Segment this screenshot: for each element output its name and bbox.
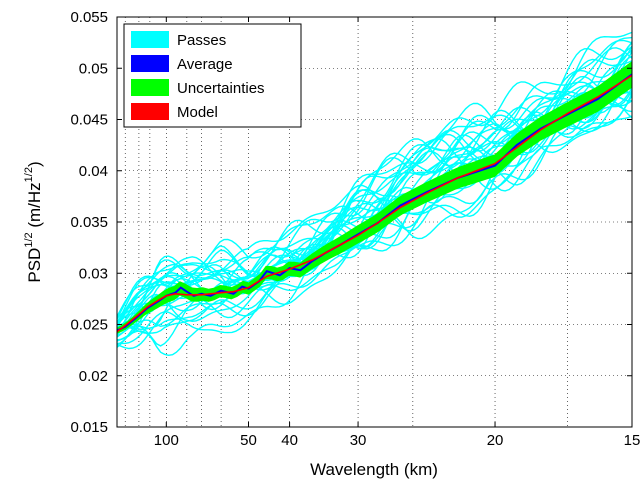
axis-ticks	[117, 16, 633, 428]
legend-label-uncertainties: Uncertainties	[177, 80, 265, 97]
model-line	[117, 74, 632, 333]
legend-swatch-model	[131, 103, 169, 120]
legend-label-average: Average	[177, 56, 233, 73]
y-tick-labels: 0.015 0.02 0.025 0.03 0.035 0.04 0.045 0.05 0.05…	[70, 9, 108, 436]
y-tick-label: 0.02	[79, 368, 108, 385]
y-tick-label: 0.03	[79, 265, 108, 282]
y-axis-title-unit-close: )	[25, 161, 44, 167]
legend-swatch-uncertainties	[131, 79, 169, 96]
pass-curve	[117, 92, 632, 348]
legend: Passes Average Uncertainties Model	[123, 23, 302, 128]
y-axis-title-unit-sup: 1/2	[23, 167, 35, 182]
y-tick-label: 0.05	[79, 60, 108, 77]
legend-label-passes: Passes	[177, 32, 226, 49]
y-tick-label: 0.055	[70, 9, 108, 26]
pass-curve	[117, 51, 632, 324]
pass-curve	[117, 39, 632, 334]
y-tick-label: 0.045	[70, 112, 108, 129]
legend-swatch-passes	[131, 31, 169, 48]
x-tick-label: 100	[154, 432, 179, 449]
y-axis-title-unit: (m/Hz	[25, 182, 44, 232]
legend-swatch-average	[131, 55, 169, 72]
y-axis-title: PSD1/2 (m/Hz1/2)	[23, 161, 44, 282]
x-tick-labels: 100 50 40 30 20 15	[154, 432, 641, 449]
x-tick-label: 30	[350, 432, 367, 449]
model-group	[117, 74, 632, 333]
x-axis-title: Wavelength (km)	[310, 460, 438, 479]
y-axis-title-main: PSD	[25, 248, 44, 283]
y-tick-label: 0.025	[70, 317, 108, 334]
x-tick-label: 50	[240, 432, 257, 449]
legend-label-model: Model	[177, 104, 218, 121]
x-tick-label: 15	[624, 432, 641, 449]
x-tick-label: 20	[487, 432, 504, 449]
pass-curve	[117, 81, 632, 319]
x-tick-label: 40	[281, 432, 298, 449]
y-tick-label: 0.04	[79, 163, 108, 180]
y-tick-label: 0.015	[70, 419, 108, 436]
y-tick-label: 0.035	[70, 214, 108, 231]
y-axis-title-sup: 1/2	[23, 232, 35, 247]
